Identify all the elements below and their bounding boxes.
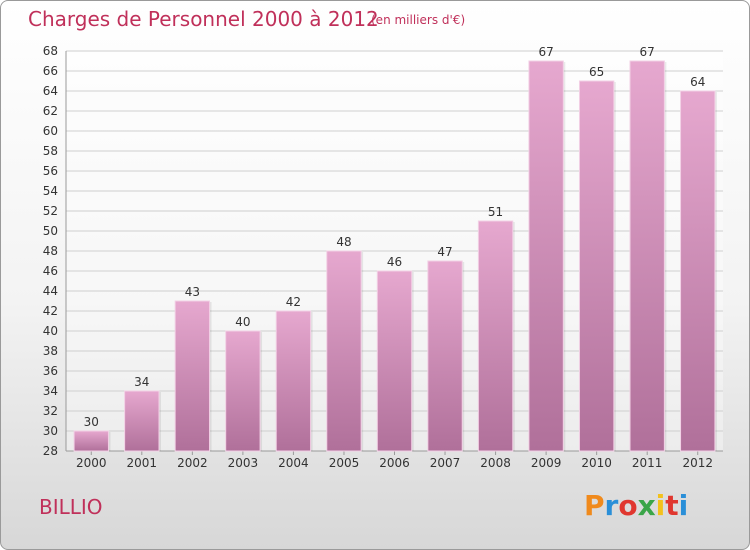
x-tick-label: 2000 bbox=[76, 456, 107, 470]
x-tick-label: 2005 bbox=[329, 456, 360, 470]
logo-letter: o bbox=[618, 489, 638, 522]
y-tick-label: 42 bbox=[43, 304, 58, 318]
logo-letter: P bbox=[584, 489, 605, 522]
y-tick-label: 32 bbox=[43, 404, 58, 418]
bar-2003 bbox=[225, 330, 261, 452]
data-label: 42 bbox=[286, 295, 301, 309]
x-tick-label: 2003 bbox=[228, 456, 259, 470]
y-tick-label: 44 bbox=[43, 284, 58, 298]
bar-2004 bbox=[275, 310, 312, 452]
y-tick-label: 60 bbox=[43, 124, 58, 138]
x-tick-label: 2008 bbox=[480, 456, 511, 470]
commune-name: BILLIO bbox=[39, 495, 103, 519]
data-label: 43 bbox=[185, 285, 200, 299]
x-tick-label: 2004 bbox=[278, 456, 309, 470]
logo-letter: i bbox=[655, 489, 666, 522]
y-tick-label: 28 bbox=[43, 444, 58, 458]
x-tick-label: 2012 bbox=[682, 456, 713, 470]
data-label: 64 bbox=[690, 75, 705, 89]
bar-2011 bbox=[629, 60, 665, 452]
y-tick-label: 34 bbox=[43, 384, 58, 398]
bar-2005 bbox=[326, 250, 362, 452]
data-label: 67 bbox=[538, 45, 553, 59]
data-label: 46 bbox=[387, 255, 402, 269]
x-tick-label: 2009 bbox=[531, 456, 562, 470]
bar-2009 bbox=[528, 60, 564, 452]
y-tick-label: 52 bbox=[43, 204, 58, 218]
y-tick-label: 46 bbox=[43, 264, 58, 278]
y-tick-label: 56 bbox=[43, 164, 58, 178]
data-label: 30 bbox=[84, 415, 99, 429]
data-label: 47 bbox=[437, 245, 452, 259]
x-tick-label: 2010 bbox=[581, 456, 612, 470]
bar-2007 bbox=[427, 260, 463, 452]
logo-letter: t bbox=[665, 489, 679, 522]
x-tick-label: 2002 bbox=[177, 456, 208, 470]
logo-letter: i bbox=[678, 489, 689, 522]
y-tick-label: 66 bbox=[43, 64, 58, 78]
y-tick-label: 50 bbox=[43, 224, 58, 238]
bar-2006 bbox=[376, 270, 413, 452]
y-tick-label: 38 bbox=[43, 344, 58, 358]
logo-letter: r bbox=[604, 489, 619, 522]
x-tick-label: 2011 bbox=[632, 456, 663, 470]
y-tick-label: 58 bbox=[43, 144, 58, 158]
chart-subtitle: (en milliers d'€) bbox=[371, 13, 466, 27]
bar-2002 bbox=[174, 300, 211, 452]
data-label: 67 bbox=[640, 45, 655, 59]
y-tick-label: 62 bbox=[43, 104, 58, 118]
y-tick-label: 36 bbox=[43, 364, 58, 378]
y-tick-label: 40 bbox=[43, 324, 58, 338]
data-label: 40 bbox=[235, 315, 250, 329]
bar-2008 bbox=[477, 220, 514, 452]
data-label: 51 bbox=[488, 205, 503, 219]
x-tick-label: 2006 bbox=[379, 456, 410, 470]
chart-title: Charges de Personnel 2000 à 2012 bbox=[28, 7, 379, 31]
proxiti-logo: Proxiti bbox=[584, 489, 688, 522]
y-tick-label: 30 bbox=[43, 424, 58, 438]
data-label: 48 bbox=[336, 235, 351, 249]
bar-2010 bbox=[578, 80, 615, 452]
y-tick-label: 64 bbox=[43, 84, 58, 98]
data-label: 34 bbox=[134, 375, 149, 389]
data-label: 65 bbox=[589, 65, 604, 79]
y-tick-label: 54 bbox=[43, 184, 58, 198]
y-tick-label: 48 bbox=[43, 244, 58, 258]
x-tick-label: 2001 bbox=[127, 456, 158, 470]
logo-letter: x bbox=[637, 489, 656, 522]
x-tick-label: 2007 bbox=[430, 456, 461, 470]
bar-2001 bbox=[124, 390, 160, 452]
y-tick-label: 68 bbox=[43, 44, 58, 58]
bar-2012 bbox=[680, 90, 716, 452]
bar-2000 bbox=[73, 430, 109, 452]
